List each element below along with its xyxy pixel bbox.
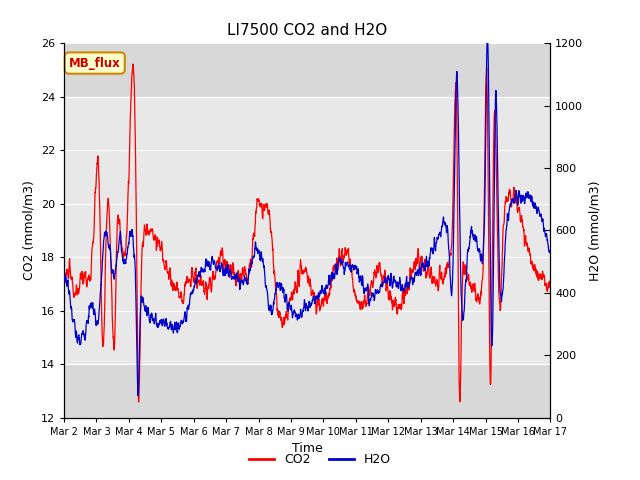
Legend: CO2, H2O: CO2, H2O bbox=[244, 448, 396, 471]
Y-axis label: H2O (mmol/m3): H2O (mmol/m3) bbox=[589, 180, 602, 281]
Title: LI7500 CO2 and H2O: LI7500 CO2 and H2O bbox=[227, 23, 387, 38]
Text: MB_flux: MB_flux bbox=[69, 57, 120, 70]
Y-axis label: CO2 (mmol/m3): CO2 (mmol/m3) bbox=[22, 180, 35, 280]
Bar bbox=[64, 96, 550, 364]
X-axis label: Time: Time bbox=[292, 442, 323, 455]
